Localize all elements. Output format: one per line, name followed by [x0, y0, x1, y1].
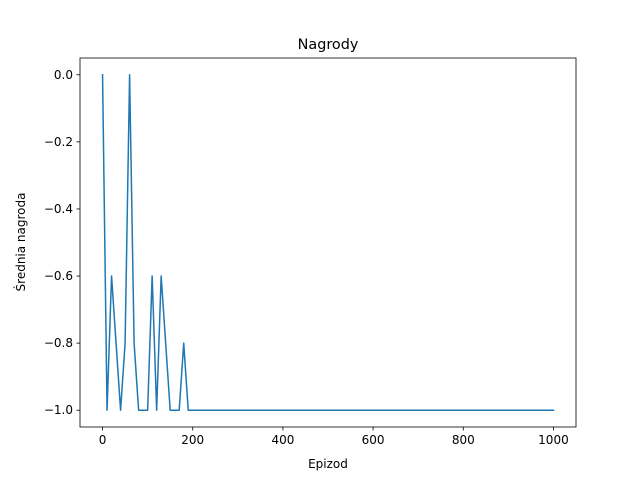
x-axis: 0 200 400 600 800 1000 — [99, 427, 569, 447]
y-tick-label: 0.0 — [54, 68, 73, 82]
plot-area — [101, 74, 555, 411]
x-tick-label: 400 — [271, 433, 294, 447]
y-tick-label: −0.8 — [44, 336, 73, 350]
chart-title: Nagrody — [298, 37, 359, 53]
x-tick-label: 600 — [362, 433, 385, 447]
x-tick-label: 1000 — [538, 433, 569, 447]
y-axis: 0.0 −0.2 −0.4 −0.6 −0.8 −1.0 — [44, 68, 80, 417]
y-axis-label: Średnia nagroda — [13, 193, 28, 292]
x-tick-label: 200 — [181, 433, 204, 447]
y-tick-label: −1.0 — [44, 403, 73, 417]
y-tick-label: −0.6 — [44, 269, 73, 283]
x-axis-label: Epizod — [308, 457, 348, 471]
x-tick-label: 800 — [452, 433, 475, 447]
y-tick-label: −0.2 — [44, 135, 73, 149]
y-tick-label: −0.4 — [44, 202, 73, 216]
series-line — [101, 74, 555, 411]
x-tick-label: 0 — [99, 433, 107, 447]
axes-frame — [79, 57, 577, 428]
